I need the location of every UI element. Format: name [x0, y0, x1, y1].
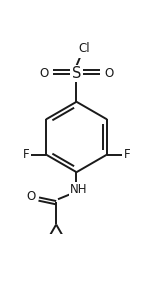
Text: O: O	[104, 67, 114, 80]
Text: S: S	[72, 66, 81, 81]
Text: Cl: Cl	[78, 42, 90, 55]
Text: O: O	[27, 190, 36, 203]
Text: O: O	[39, 67, 49, 80]
Text: F: F	[123, 148, 130, 161]
Text: NH: NH	[70, 183, 87, 196]
Text: F: F	[23, 148, 30, 161]
